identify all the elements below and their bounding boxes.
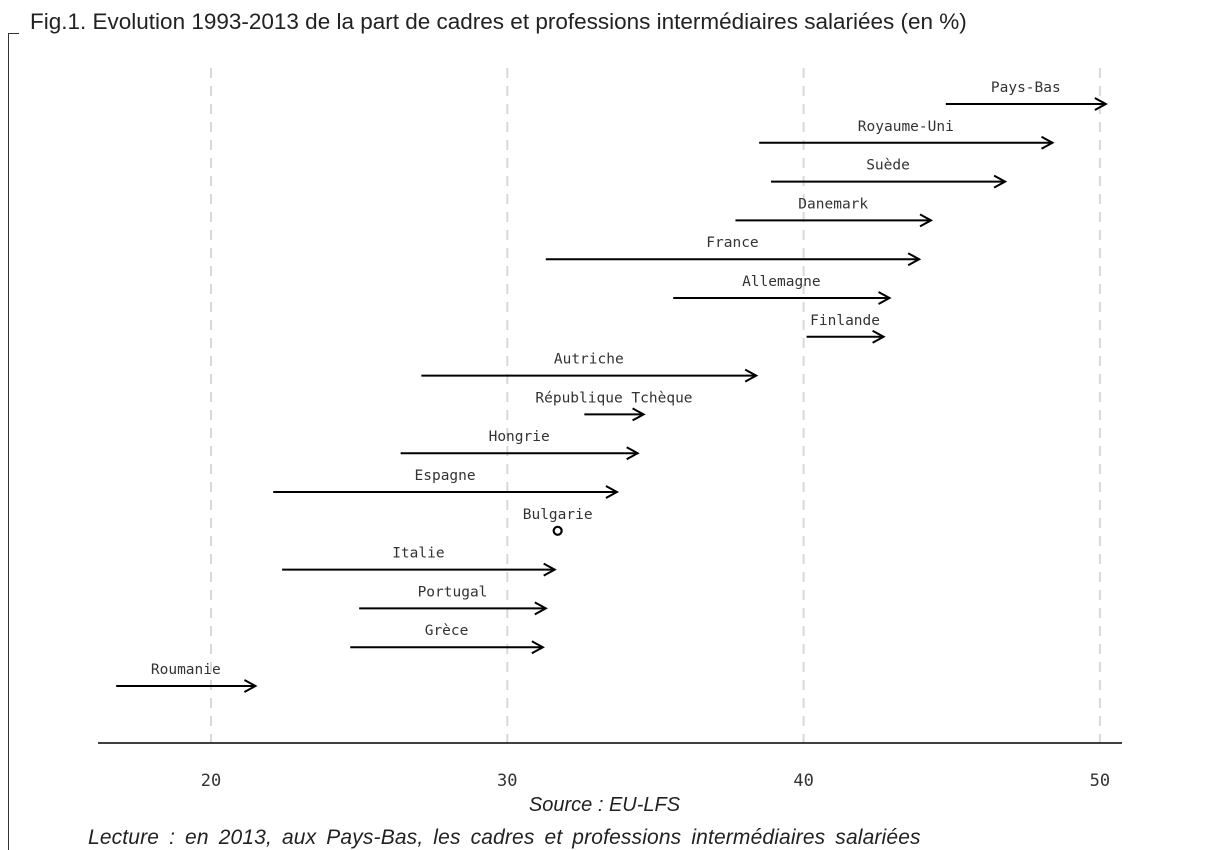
grid-lines bbox=[210, 68, 1101, 743]
country-arrow: France bbox=[545, 235, 922, 267]
arrow-head bbox=[626, 446, 640, 461]
figure-frame-top bbox=[8, 33, 19, 34]
country-arrow: Suède bbox=[771, 158, 1008, 189]
arrow-head bbox=[1094, 97, 1108, 111]
arrow-head bbox=[919, 213, 934, 228]
arrow-head bbox=[243, 679, 258, 693]
country-arrow: Roumanie bbox=[116, 662, 258, 693]
country-label: Roumanie bbox=[151, 662, 221, 678]
arrow-head bbox=[534, 601, 548, 616]
country-arrow: Royaume-Uni bbox=[759, 119, 1055, 150]
country-label: Danemark bbox=[798, 196, 868, 212]
country-arrow: Italie bbox=[282, 546, 557, 577]
figure-title: Fig.1. Evolution 1993-2013 de la part de… bbox=[30, 9, 967, 34]
country-label: Pays-Bas bbox=[991, 80, 1061, 96]
arrow-head bbox=[1041, 135, 1055, 150]
arrow-chart: 20 30 40 50 Pays-Bas Royaume-Uni Suède Danemar… bbox=[98, 68, 1122, 790]
country-label: Autriche bbox=[554, 352, 624, 368]
country-label: Royaume-Uni bbox=[858, 119, 954, 135]
country-arrow: Allemagne bbox=[673, 274, 892, 305]
country-label: Finlande bbox=[810, 313, 880, 329]
arrow-head bbox=[543, 562, 557, 577]
country-arrows: Pays-Bas Royaume-Uni Suède Danemark France Al… bbox=[116, 80, 1108, 693]
x-tick-label: 40 bbox=[793, 771, 813, 790]
arrow-head bbox=[878, 291, 892, 305]
country-arrow: Portugal bbox=[359, 584, 548, 616]
country-label: Bulgarie bbox=[523, 507, 593, 523]
country-label: France bbox=[706, 235, 758, 251]
arrow-head bbox=[907, 252, 922, 267]
country-arrow: Pays-Bas bbox=[945, 80, 1108, 111]
x-tick-label: 20 bbox=[201, 771, 221, 790]
country-label: Portugal bbox=[418, 584, 488, 600]
country-label: Suède bbox=[866, 158, 910, 174]
x-tick-label: 30 bbox=[497, 771, 517, 790]
country-label: Grèce bbox=[425, 623, 469, 639]
country-arrow: Bulgarie bbox=[523, 507, 593, 536]
arrow-head bbox=[872, 329, 886, 344]
country-label: Allemagne bbox=[742, 274, 821, 290]
figure-frame-left bbox=[8, 33, 9, 850]
country-label: Italie bbox=[392, 546, 444, 562]
country-label: Hongrie bbox=[489, 429, 550, 445]
country-arrow: Danemark bbox=[735, 196, 934, 228]
country-arrow: République Tchèque bbox=[535, 390, 693, 422]
x-tick-label: 50 bbox=[1090, 771, 1110, 790]
country-arrow: Finlande bbox=[806, 313, 886, 344]
arrow-head bbox=[632, 407, 646, 422]
country-label: République Tchèque bbox=[535, 390, 692, 406]
x-axis-ticks: 20 30 40 50 bbox=[201, 771, 1110, 790]
arrow-head bbox=[605, 485, 620, 499]
arrow-head bbox=[531, 640, 545, 655]
source-note: Source : EU-LFS bbox=[528, 794, 681, 816]
country-arrow: Hongrie bbox=[400, 429, 640, 461]
country-label: Espagne bbox=[415, 468, 476, 484]
country-arrow: Grèce bbox=[350, 623, 545, 655]
unchanged-marker bbox=[552, 525, 563, 536]
country-arrow: Autriche bbox=[421, 352, 759, 383]
lecture-note: Lecture : en 2013, aux Pays-Bas, les cad… bbox=[88, 826, 921, 849]
arrow-head bbox=[993, 174, 1008, 189]
country-arrow: Espagne bbox=[273, 468, 620, 499]
arrow-head bbox=[744, 368, 759, 383]
